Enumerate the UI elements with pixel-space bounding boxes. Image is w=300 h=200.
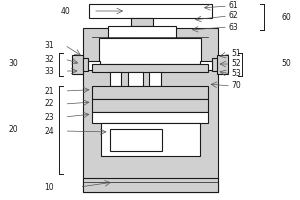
Bar bbox=[99, 38, 201, 64]
Bar bbox=[100, 123, 200, 156]
Text: 40: 40 bbox=[61, 6, 70, 16]
Text: 33: 33 bbox=[44, 66, 54, 75]
Bar bbox=[92, 112, 208, 123]
Bar bbox=[88, 61, 100, 70]
Bar bbox=[217, 55, 228, 74]
Text: 32: 32 bbox=[44, 54, 54, 64]
Bar bbox=[92, 64, 208, 72]
Bar bbox=[72, 55, 83, 74]
Text: 31: 31 bbox=[44, 40, 54, 49]
Bar bbox=[82, 28, 218, 192]
Text: 70: 70 bbox=[232, 82, 241, 90]
Bar bbox=[149, 72, 160, 86]
Text: 10: 10 bbox=[44, 182, 54, 192]
Bar bbox=[92, 28, 208, 192]
Bar bbox=[110, 72, 121, 86]
Bar bbox=[92, 86, 208, 99]
Bar bbox=[88, 4, 212, 18]
Text: 60: 60 bbox=[282, 12, 291, 21]
Text: 61: 61 bbox=[229, 1, 238, 10]
Text: 52: 52 bbox=[232, 60, 241, 68]
Bar bbox=[110, 129, 162, 151]
Text: 20: 20 bbox=[9, 126, 18, 134]
Text: 50: 50 bbox=[282, 60, 291, 68]
Text: 62: 62 bbox=[229, 11, 238, 21]
Bar bbox=[108, 26, 176, 38]
Text: 51: 51 bbox=[232, 49, 241, 58]
Bar bbox=[130, 18, 153, 26]
Text: 21: 21 bbox=[44, 86, 54, 96]
Bar bbox=[212, 58, 217, 71]
Text: 63: 63 bbox=[229, 22, 238, 31]
Text: 30: 30 bbox=[9, 60, 18, 68]
Text: 53: 53 bbox=[232, 70, 241, 78]
Bar bbox=[82, 178, 218, 192]
Bar bbox=[128, 72, 142, 86]
Text: 22: 22 bbox=[44, 99, 54, 108]
Text: 24: 24 bbox=[44, 127, 54, 136]
Text: 23: 23 bbox=[44, 112, 54, 121]
Bar bbox=[83, 58, 88, 71]
Bar bbox=[200, 61, 212, 70]
Bar bbox=[92, 99, 208, 112]
